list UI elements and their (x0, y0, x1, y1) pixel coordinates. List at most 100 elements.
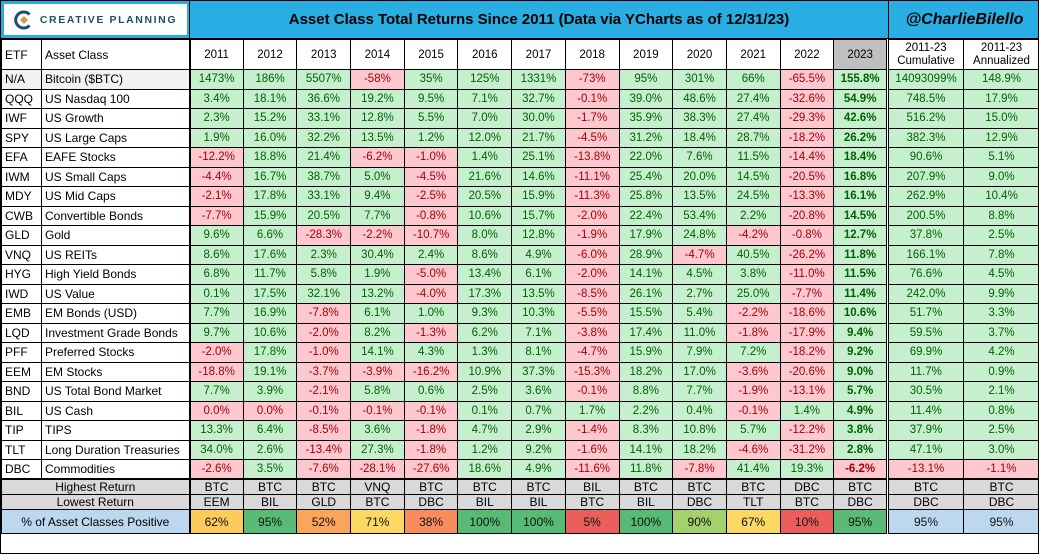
return-cell: 18.2% (672, 439, 727, 460)
asset-class-cell: US Small Caps (41, 166, 190, 187)
asset-row-IWF: IWF US Growth 2.3% 15.2% 33.1% 12.8% 5.5% 7.0% 3… (1, 108, 1038, 129)
etf-cell: IWD (1, 283, 42, 304)
return-cell: -11.3% (564, 186, 620, 207)
col-header-year-2012: 2012 (242, 39, 298, 70)
asset-class-cell: EM Bonds (USD) (41, 303, 190, 324)
asset-row-CWB: CWB Convertible Bonds -7.7% 15.9% 20.5% 7.7% -… (1, 205, 1038, 226)
ticker-cell: DBC (833, 494, 888, 510)
return-cell: -1.4% (564, 420, 620, 441)
asset-class-cell: US Value (41, 283, 190, 304)
return-cell: 28.7% (725, 127, 781, 148)
etf-cell: MDY (1, 186, 42, 207)
percent-cell: 95% (963, 509, 1038, 534)
asset-row-DBC: DBC Commodities -2.6% 3.5% -7.6% -28.1% -27.6%… (1, 459, 1038, 480)
percent-cell: 62% (188, 509, 244, 534)
ticker-cell: BIL (511, 494, 566, 510)
return-cell: -6.0% (564, 244, 620, 265)
col-header-year-2023: 2023 (833, 39, 888, 70)
return-cell: -1.9% (564, 225, 620, 246)
return-cell: -20.5% (779, 166, 835, 187)
return-cell: 14.5% (833, 205, 888, 226)
cumulative-cell: 262.9% (886, 186, 964, 207)
ticker-cell: BIL (242, 494, 298, 510)
return-cell: -7.8% (296, 303, 352, 324)
return-cell: 2.3% (188, 108, 244, 129)
return-cell: 8.1% (511, 342, 566, 363)
annualized-cell: 15.0% (963, 108, 1038, 129)
return-cell: 7.6% (672, 147, 727, 168)
ticker-cell: DBC (886, 494, 964, 510)
annualized-cell: 4.5% (963, 264, 1038, 285)
return-cell: 3.8% (833, 420, 888, 441)
return-cell: 7.0% (457, 108, 513, 129)
asset-row-LQD: LQD Investment Grade Bonds 9.7% 10.6% -2.0% 8… (1, 322, 1038, 343)
handle-section: @CharlieBilello (888, 1, 1038, 38)
ticker-cell: BTC (963, 478, 1038, 495)
return-cell: -0.1% (564, 88, 620, 109)
return-cell: 14.6% (511, 166, 566, 187)
return-cell: 1.4% (779, 400, 835, 421)
return-cell: 2.4% (403, 244, 459, 265)
return-cell: 34.0% (188, 439, 244, 460)
return-cell: 15.5% (618, 303, 674, 324)
percent-cell: 100% (618, 509, 674, 534)
return-cell: 11.7% (242, 264, 298, 285)
return-cell: -4.6% (725, 439, 781, 460)
asset-class-cell: Bitcoin ($BTC) (41, 69, 190, 90)
asset-class-cell: Convertible Bonds (41, 205, 190, 226)
return-cell: 10.8% (672, 420, 727, 441)
asset-row-TLT: TLT Long Duration Treasuries 34.0% 2.6% -13.… (1, 439, 1038, 460)
col-header-year-2013: 2013 (296, 39, 352, 70)
return-cell: 125% (457, 69, 513, 90)
return-cell: 2.6% (242, 439, 298, 460)
return-cell: -2.5% (403, 186, 459, 207)
asset-class-cell: US Nasdaq 100 (41, 88, 190, 109)
return-cell: 17.8% (242, 186, 298, 207)
cumulative-cell: 37.8% (886, 225, 964, 246)
return-cell: -2.0% (188, 342, 244, 363)
return-cell: -20.8% (779, 205, 835, 226)
return-cell: -13.8% (564, 147, 620, 168)
column-header-row: ETF Asset Class 2011 2012 2013 2014 2015 2016 20… (1, 39, 1038, 70)
cumulative-cell: 76.6% (886, 264, 964, 285)
return-cell: -3.7% (296, 361, 352, 382)
return-cell: 27.4% (725, 108, 781, 129)
return-cell: -8.5% (296, 420, 352, 441)
return-cell: -28.3% (296, 225, 352, 246)
asset-row-EEM: EEM EM Stocks -18.8% 19.1% -3.7% -3.9% -16.2% 1… (1, 361, 1038, 382)
percent-positive-row: % of Asset Classes Positive 62% 95% 52% 71% 3… (1, 509, 1038, 534)
return-cell: -7.8% (672, 459, 727, 480)
return-cell: 19.2% (350, 88, 405, 109)
return-cell: 27.3% (350, 439, 405, 460)
return-cell: 16.0% (242, 127, 298, 148)
asset-row-EMB: EMB EM Bonds (USD) 7.7% 16.9% -7.8% 6.1% 1.0% 9… (1, 303, 1038, 324)
return-cell: -7.6% (296, 459, 352, 480)
return-cell: 1.2% (457, 439, 513, 460)
annualized-cell: 4.2% (963, 342, 1038, 363)
etf-cell: IWF (1, 108, 42, 129)
asset-row-SPY: SPY US Large Caps 1.9% 16.0% 32.2% 13.5% 1.2% 1… (1, 127, 1038, 148)
return-cell: 27.4% (725, 88, 781, 109)
ticker-cell: BTC (886, 478, 964, 495)
return-cell: -2.0% (296, 322, 352, 343)
return-cell: 1.0% (403, 303, 459, 324)
cumulative-cell: 207.9% (886, 166, 964, 187)
asset-row-IWM: IWM US Small Caps -4.4% 16.7% 38.7% 5.0% -4.5%… (1, 166, 1038, 187)
return-cell: 39.0% (618, 88, 674, 109)
return-cell: 1473% (188, 69, 244, 90)
return-cell: 2.9% (511, 420, 566, 441)
ticker-cell: DBC (403, 494, 459, 510)
ticker-cell: BTC (564, 494, 620, 510)
annualized-cell: 10.4% (963, 186, 1038, 207)
ticker-cell: BTC (350, 494, 405, 510)
lowest-return-row-label: Lowest Return (1, 494, 190, 510)
annualized-cell: -1.1% (963, 459, 1038, 480)
return-cell: 8.6% (188, 244, 244, 265)
cumulative-cell: 90.6% (886, 147, 964, 168)
return-cell: -58% (350, 69, 405, 90)
asset-class-cell: Investment Grade Bonds (41, 322, 190, 343)
return-cell: 18.4% (833, 147, 888, 168)
asset-row-EFA: EFA EAFE Stocks -12.2% 18.8% 21.4% -6.2% -1.0%… (1, 147, 1038, 168)
ticker-cell: BTC (403, 478, 459, 495)
asset-class-cell: Long Duration Treasuries (41, 439, 190, 460)
